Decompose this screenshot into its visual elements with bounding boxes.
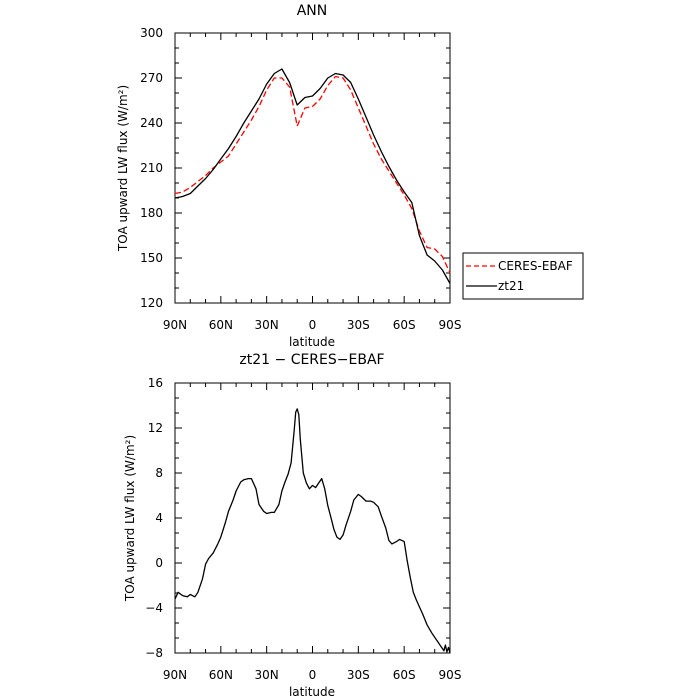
series-group [174, 68, 451, 284]
series-line-ceres-ebaf [174, 75, 451, 274]
x-tick-label: 90S [439, 668, 462, 682]
y-tick-label: 240 [140, 116, 163, 130]
y-tick-label: 16 [148, 376, 163, 390]
y-tick-label: 120 [140, 296, 163, 310]
plot-frame [174, 32, 451, 304]
x-tick-label: 30N [255, 318, 279, 332]
x-axis-ticks: 90N 60N 30N 0 30S 60S 90S [163, 33, 462, 332]
top-panel: ANN 120 150 180 210 240 270 300 90N 60N 30N 0 30S 6… [116, 3, 584, 349]
chart-title: ANN [297, 3, 328, 19]
x-tick-label: 60N [209, 318, 233, 332]
x-axis-ticks: 90N 60N 30N 0 30S 60S 90S [163, 383, 462, 682]
x-tick-label: 90N [163, 668, 187, 682]
y-tick-label: 300 [140, 26, 163, 40]
y-tick-label: 180 [140, 206, 163, 220]
y-axis-label: TOA upward LW flux (W/m²) [123, 435, 137, 602]
legend-label-ceres-ebaf: CERES-EBAF [498, 259, 573, 273]
legend: CERES-EBAF zt21 [462, 252, 584, 300]
plot-frame [174, 382, 451, 654]
series-line-zt21 [174, 68, 451, 284]
y-tick-label: 12 [148, 421, 163, 435]
y-tick-label: 270 [140, 71, 163, 85]
y-axis-ticks: 120 150 180 210 240 270 300 [140, 26, 450, 310]
x-tick-label: 90S [439, 318, 462, 332]
y-tick-label: 150 [140, 251, 163, 265]
y-tick-label: 210 [140, 161, 163, 175]
y-axis-ticks: −8 −4 0 4 8 12 16 [145, 376, 450, 660]
x-tick-label: 30S [347, 668, 370, 682]
bottom-panel: zt21 − CERES−EBAF −8 −4 0 4 8 12 16 90N 60N 30N 0… [123, 352, 461, 699]
series-line-difference [174, 408, 451, 654]
x-tick-label: 60S [393, 318, 416, 332]
y-tick-label: −4 [145, 601, 163, 615]
x-tick-label: 0 [309, 668, 317, 682]
legend-box [462, 252, 584, 300]
x-tick-label: 90N [163, 318, 187, 332]
y-axis-label: TOA upward LW flux (W/m²) [116, 85, 130, 252]
y-tick-label: 8 [155, 466, 163, 480]
y-tick-label: −8 [145, 646, 163, 660]
y-tick-label: 4 [155, 511, 163, 525]
x-tick-label: 30N [255, 668, 279, 682]
x-tick-label: 60N [209, 668, 233, 682]
x-tick-label: 60S [393, 668, 416, 682]
x-tick-label: 30S [347, 318, 370, 332]
x-axis-label: latitude [289, 685, 335, 699]
x-tick-label: 0 [309, 318, 317, 332]
chart-title: zt21 − CERES−EBAF [239, 352, 384, 368]
x-axis-label: latitude [289, 335, 335, 349]
y-tick-label: 0 [155, 556, 163, 570]
series-group [174, 408, 451, 654]
legend-label-zt21: zt21 [498, 279, 524, 293]
